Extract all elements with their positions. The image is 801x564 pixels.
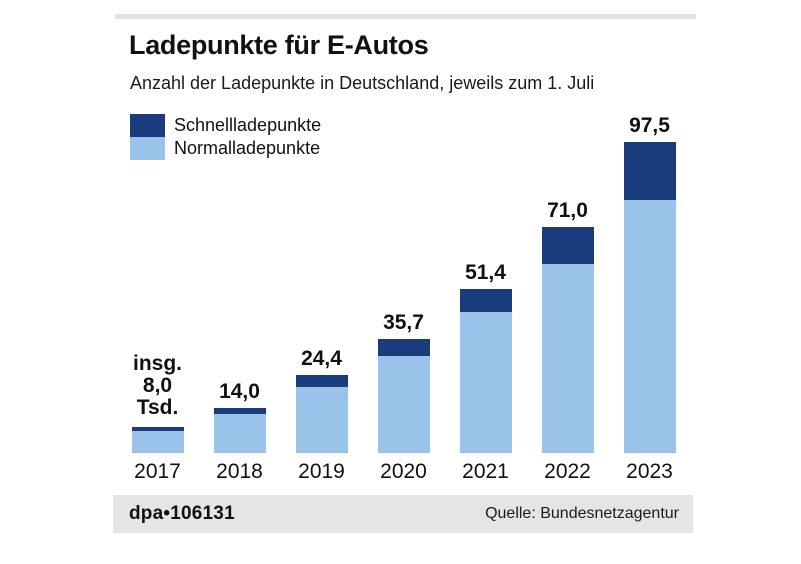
bar-value-label: 24,4 <box>301 347 342 370</box>
bar-value-label: 35,7 <box>383 311 424 334</box>
x-axis-label: 2019 <box>298 460 345 483</box>
bar-segment-schnellladepunkte <box>377 339 430 356</box>
bar-segment-normalladepunkte <box>377 356 430 453</box>
bar-value-label: 71,0 <box>547 199 588 222</box>
chart-subtitle: Anzahl der Ladepunkte in Deutschland, je… <box>130 73 595 93</box>
chart-title: Ladepunkte für E-Autos <box>129 30 429 60</box>
bar-segment-schnellladepunkte <box>131 427 184 431</box>
legend-label-schnellladepunkte: Schnellladepunkte <box>174 115 322 135</box>
bar-2022 <box>541 227 594 453</box>
bar-segment-normalladepunkte <box>295 387 348 453</box>
bar-segment-normalladepunkte <box>623 200 676 453</box>
bar-value-label: insg. 8,0 Tsd. <box>132 352 182 419</box>
legend-swatches <box>130 114 165 160</box>
x-axis-label: 2018 <box>216 460 263 483</box>
legend-swatch-schnellladepunkte-icon <box>130 114 165 137</box>
x-axis-label: 2021 <box>462 460 509 483</box>
footer-bar: dpa•106131 Quelle: Bundesnetzagentur <box>113 495 693 533</box>
bar-segment-normalladepunkte <box>459 312 512 453</box>
bar-segment-normalladepunkte <box>541 264 594 453</box>
bar-segment-schnellladepunkte <box>295 375 348 387</box>
x-axis-label: 2020 <box>380 460 427 483</box>
bar-2017 <box>131 427 184 453</box>
x-axis-label: 2017 <box>134 460 181 483</box>
bar-segment-normalladepunkte <box>213 414 266 453</box>
legend-labels: Schnellladepunkte Normalladepunkte <box>174 114 321 160</box>
bar-value-label: 51,4 <box>465 261 506 284</box>
chart-legend: Schnellladepunkte Normalladepunkte <box>130 114 321 160</box>
dpa-credit: dpa•106131 <box>129 503 235 524</box>
bar-2021 <box>459 289 512 453</box>
bar-segment-schnellladepunkte <box>541 227 594 264</box>
bar-segment-schnellladepunkte <box>623 142 676 200</box>
x-axis-label: 2023 <box>626 460 673 483</box>
bar-2023 <box>623 142 676 453</box>
bar-segment-schnellladepunkte <box>213 408 266 414</box>
legend-label-normalladepunkte: Normalladepunkte <box>174 138 321 158</box>
x-axis-label: 2022 <box>544 460 591 483</box>
top-divider-bar <box>115 14 696 19</box>
bar-value-label: 14,0 <box>219 380 260 403</box>
bar-segment-schnellladepunkte <box>459 289 512 312</box>
bar-2018 <box>213 408 266 453</box>
bar-2019 <box>295 375 348 453</box>
bar-value-label: 97,5 <box>629 114 670 137</box>
bar-segment-normalladepunkte <box>131 431 184 453</box>
bar-2020 <box>377 339 430 453</box>
legend-swatch-normalladepunkte-icon <box>130 137 165 160</box>
source-credit: Quelle: Bundesnetzagentur <box>485 505 679 522</box>
